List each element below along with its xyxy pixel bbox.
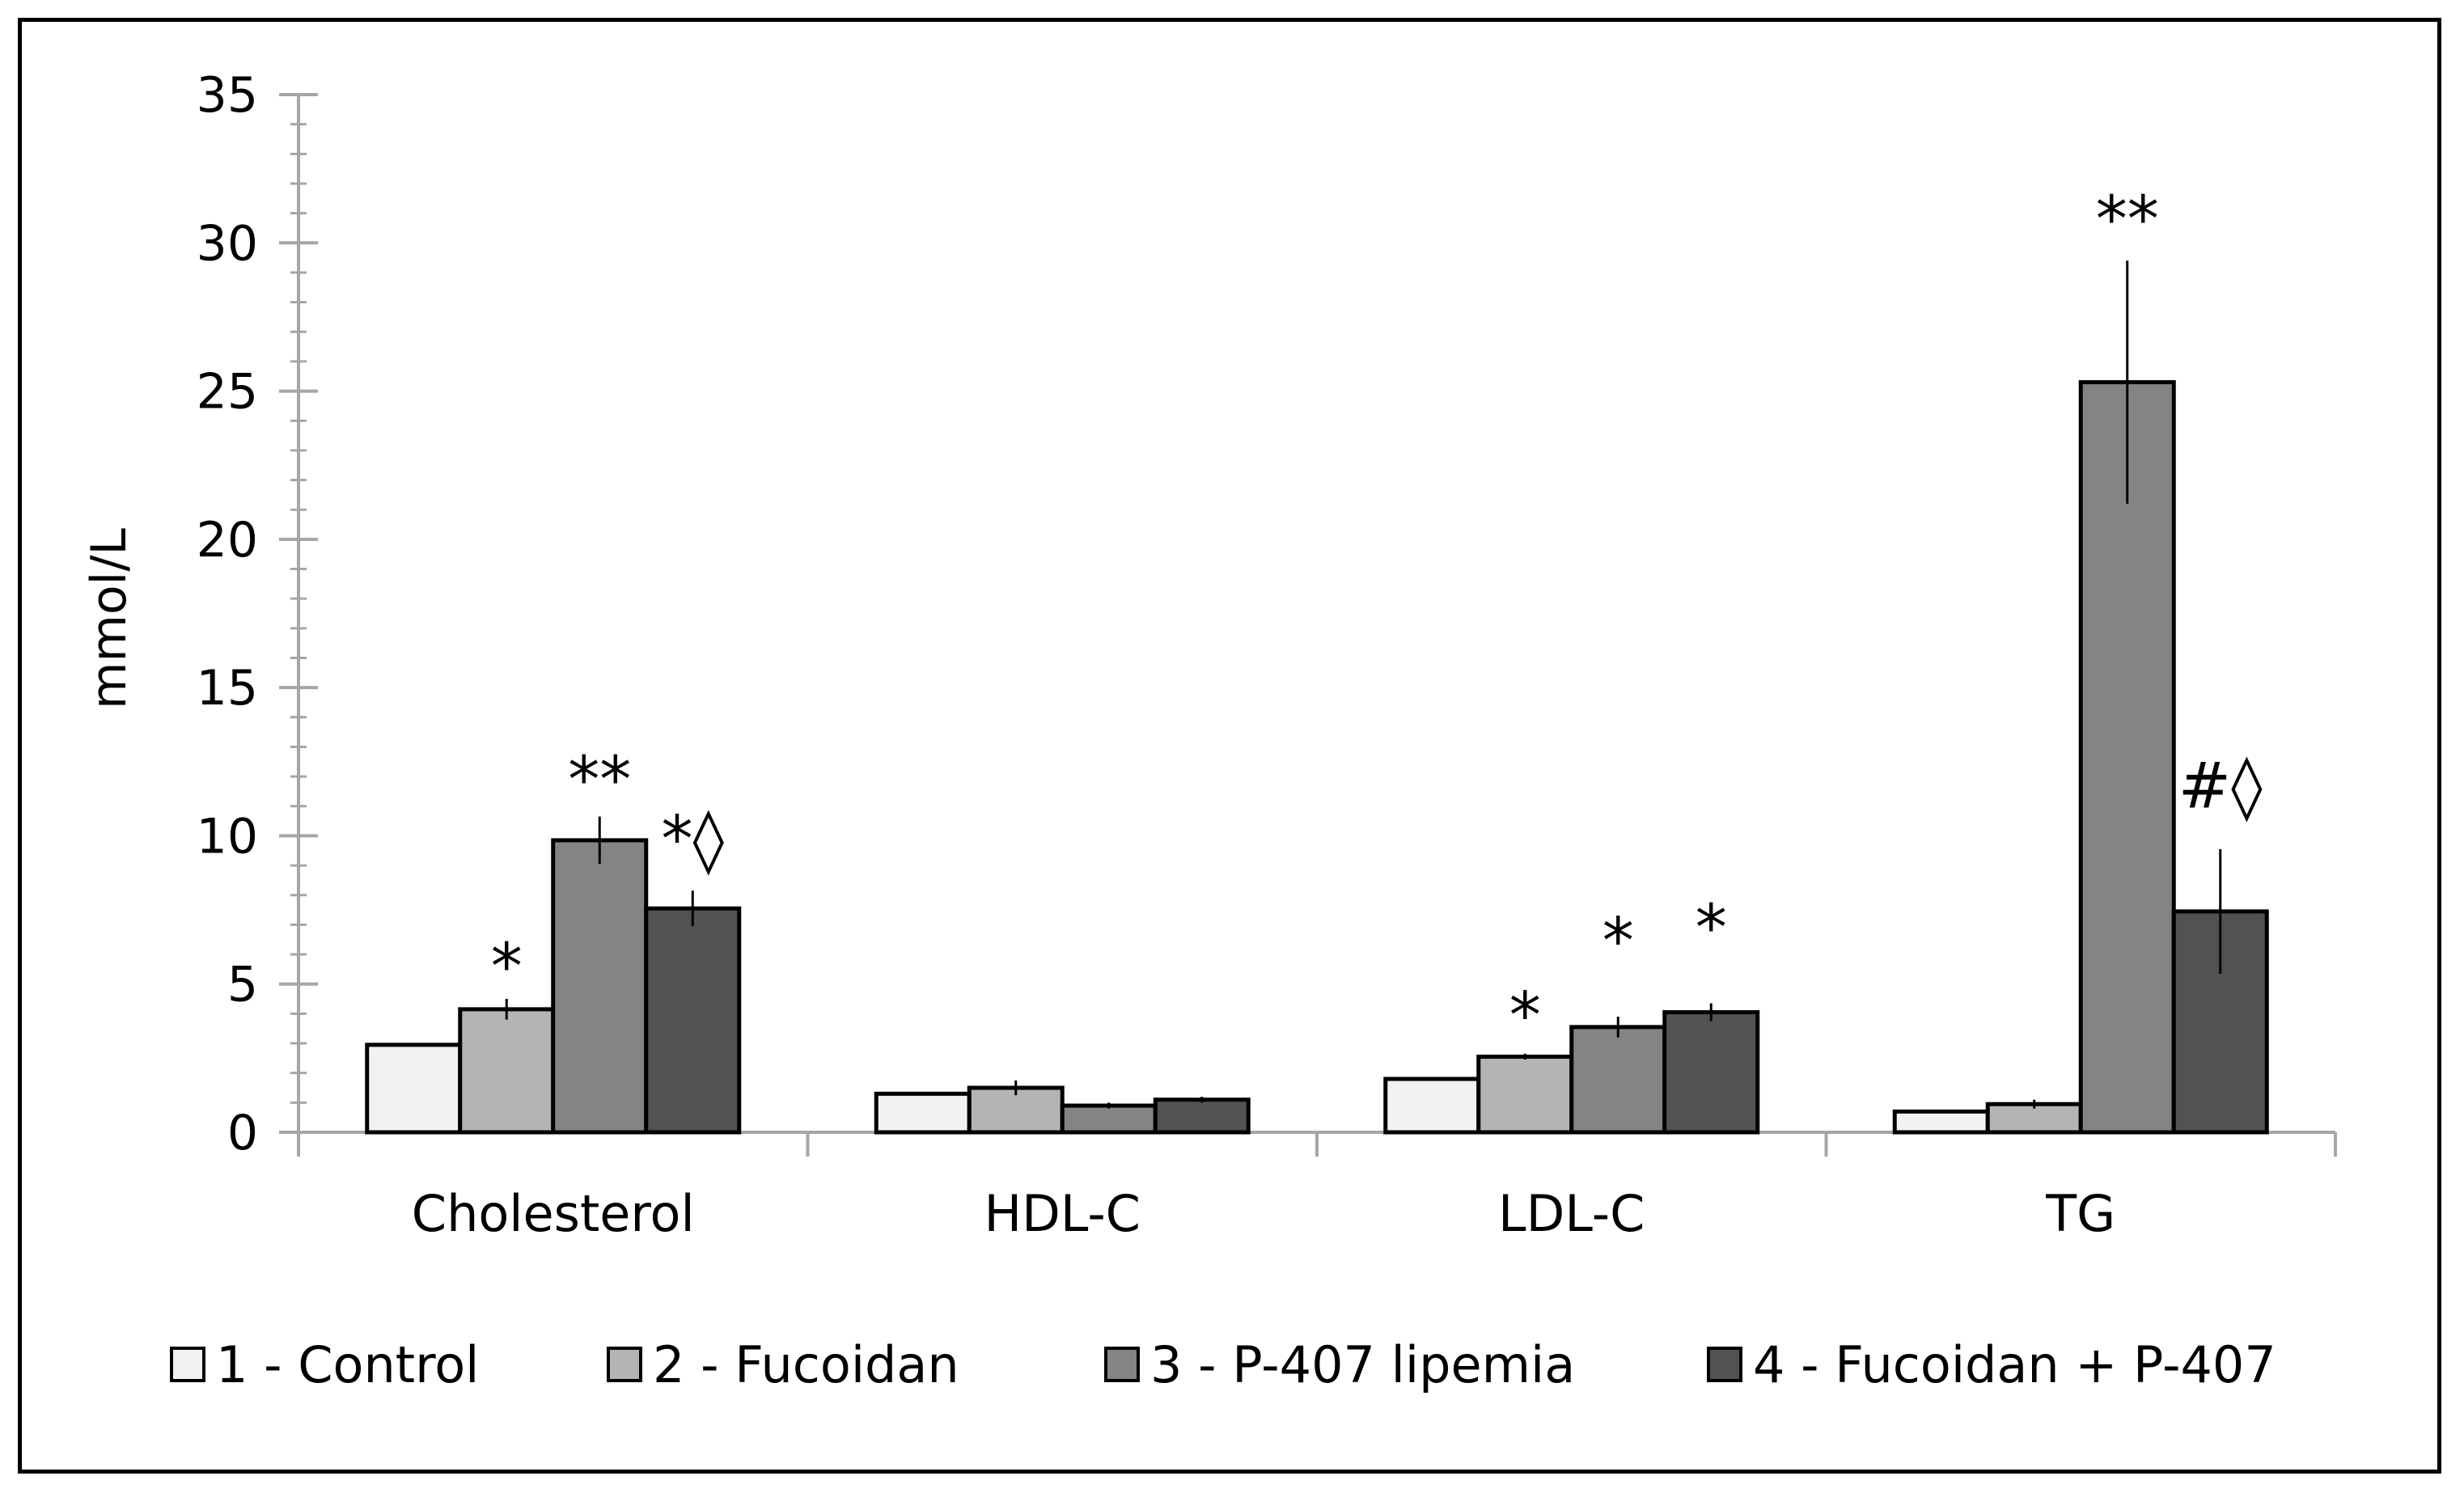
legend-swatch bbox=[607, 1347, 642, 1382]
bar bbox=[874, 1091, 972, 1135]
legend-label: 4 - Fucoidan + P-407 bbox=[1753, 1335, 2276, 1394]
legend-item: 2 - Fucoidan bbox=[607, 1335, 959, 1394]
legend-item: 3 - P-407 lipemia bbox=[1104, 1335, 1575, 1394]
significance-marker: * bbox=[1602, 906, 1634, 979]
bar bbox=[551, 838, 649, 1135]
significance-marker: ** bbox=[2096, 184, 2159, 256]
legend-swatch bbox=[170, 1347, 205, 1382]
bar bbox=[1569, 1025, 1667, 1135]
tick-labels: 0 5 10 15 20 25 30 35 Cholesterol HDL-C LDL-C TG bbox=[197, 67, 2116, 1243]
x-tick-label: LDL-C bbox=[1498, 1184, 1645, 1243]
chart-frame: 0 5 10 15 20 25 30 35 Cholesterol HDL-C LDL-C TG * *… bbox=[18, 18, 2441, 1474]
bar bbox=[2078, 380, 2176, 1135]
legend-swatch bbox=[1104, 1347, 1140, 1382]
legend-label: 2 - Fucoidan bbox=[653, 1335, 959, 1394]
bars bbox=[365, 380, 2269, 1135]
legend-item: 1 - Control bbox=[170, 1335, 479, 1394]
legend: 1 - Control 2 - Fucoidan 3 - P-407 lipemia… bbox=[170, 1335, 2276, 1394]
x-tick-label: HDL-C bbox=[984, 1184, 1141, 1243]
y-tick-label: 35 bbox=[197, 67, 258, 124]
y-tick-label: 20 bbox=[197, 512, 258, 569]
legend-label: 3 - P-407 lipemia bbox=[1150, 1335, 1575, 1394]
y-tick-label: 30 bbox=[197, 215, 258, 272]
legend-item: 4 - Fucoidan + P-407 bbox=[1707, 1335, 2276, 1394]
x-tick-label: TG bbox=[2045, 1184, 2115, 1243]
y-tick-label: 25 bbox=[197, 364, 258, 421]
significance-marker: * bbox=[491, 931, 523, 1004]
error-bars bbox=[412, 260, 2222, 1114]
significance-marker: *◊ bbox=[661, 803, 724, 876]
bar bbox=[1662, 1010, 1760, 1135]
y-tick-label: 0 bbox=[227, 1105, 258, 1161]
bar bbox=[365, 1043, 463, 1135]
bar bbox=[1383, 1076, 1481, 1135]
x-tick-label: Cholesterol bbox=[412, 1184, 695, 1243]
y-tick-label: 5 bbox=[227, 957, 258, 1013]
bar bbox=[644, 906, 742, 1135]
bar bbox=[1153, 1098, 1251, 1135]
legend-label: 1 - Control bbox=[216, 1335, 479, 1394]
significance-marker: * bbox=[1509, 979, 1541, 1052]
bar bbox=[458, 1007, 556, 1135]
y-tick-label: 10 bbox=[197, 808, 258, 865]
bar bbox=[1892, 1109, 1990, 1135]
y-tick-label: 15 bbox=[197, 660, 258, 717]
significance-marker: * bbox=[1696, 892, 1727, 965]
bar bbox=[1060, 1103, 1158, 1135]
significance-marker: ** bbox=[568, 744, 631, 817]
bar bbox=[1476, 1055, 1574, 1135]
y-axis-label: mmol/L bbox=[81, 527, 138, 708]
significance-marker: #◊ bbox=[2178, 750, 2263, 823]
legend-swatch bbox=[1707, 1347, 1742, 1382]
significance-annotations: ****◊** ***#◊ bbox=[491, 184, 2263, 1052]
